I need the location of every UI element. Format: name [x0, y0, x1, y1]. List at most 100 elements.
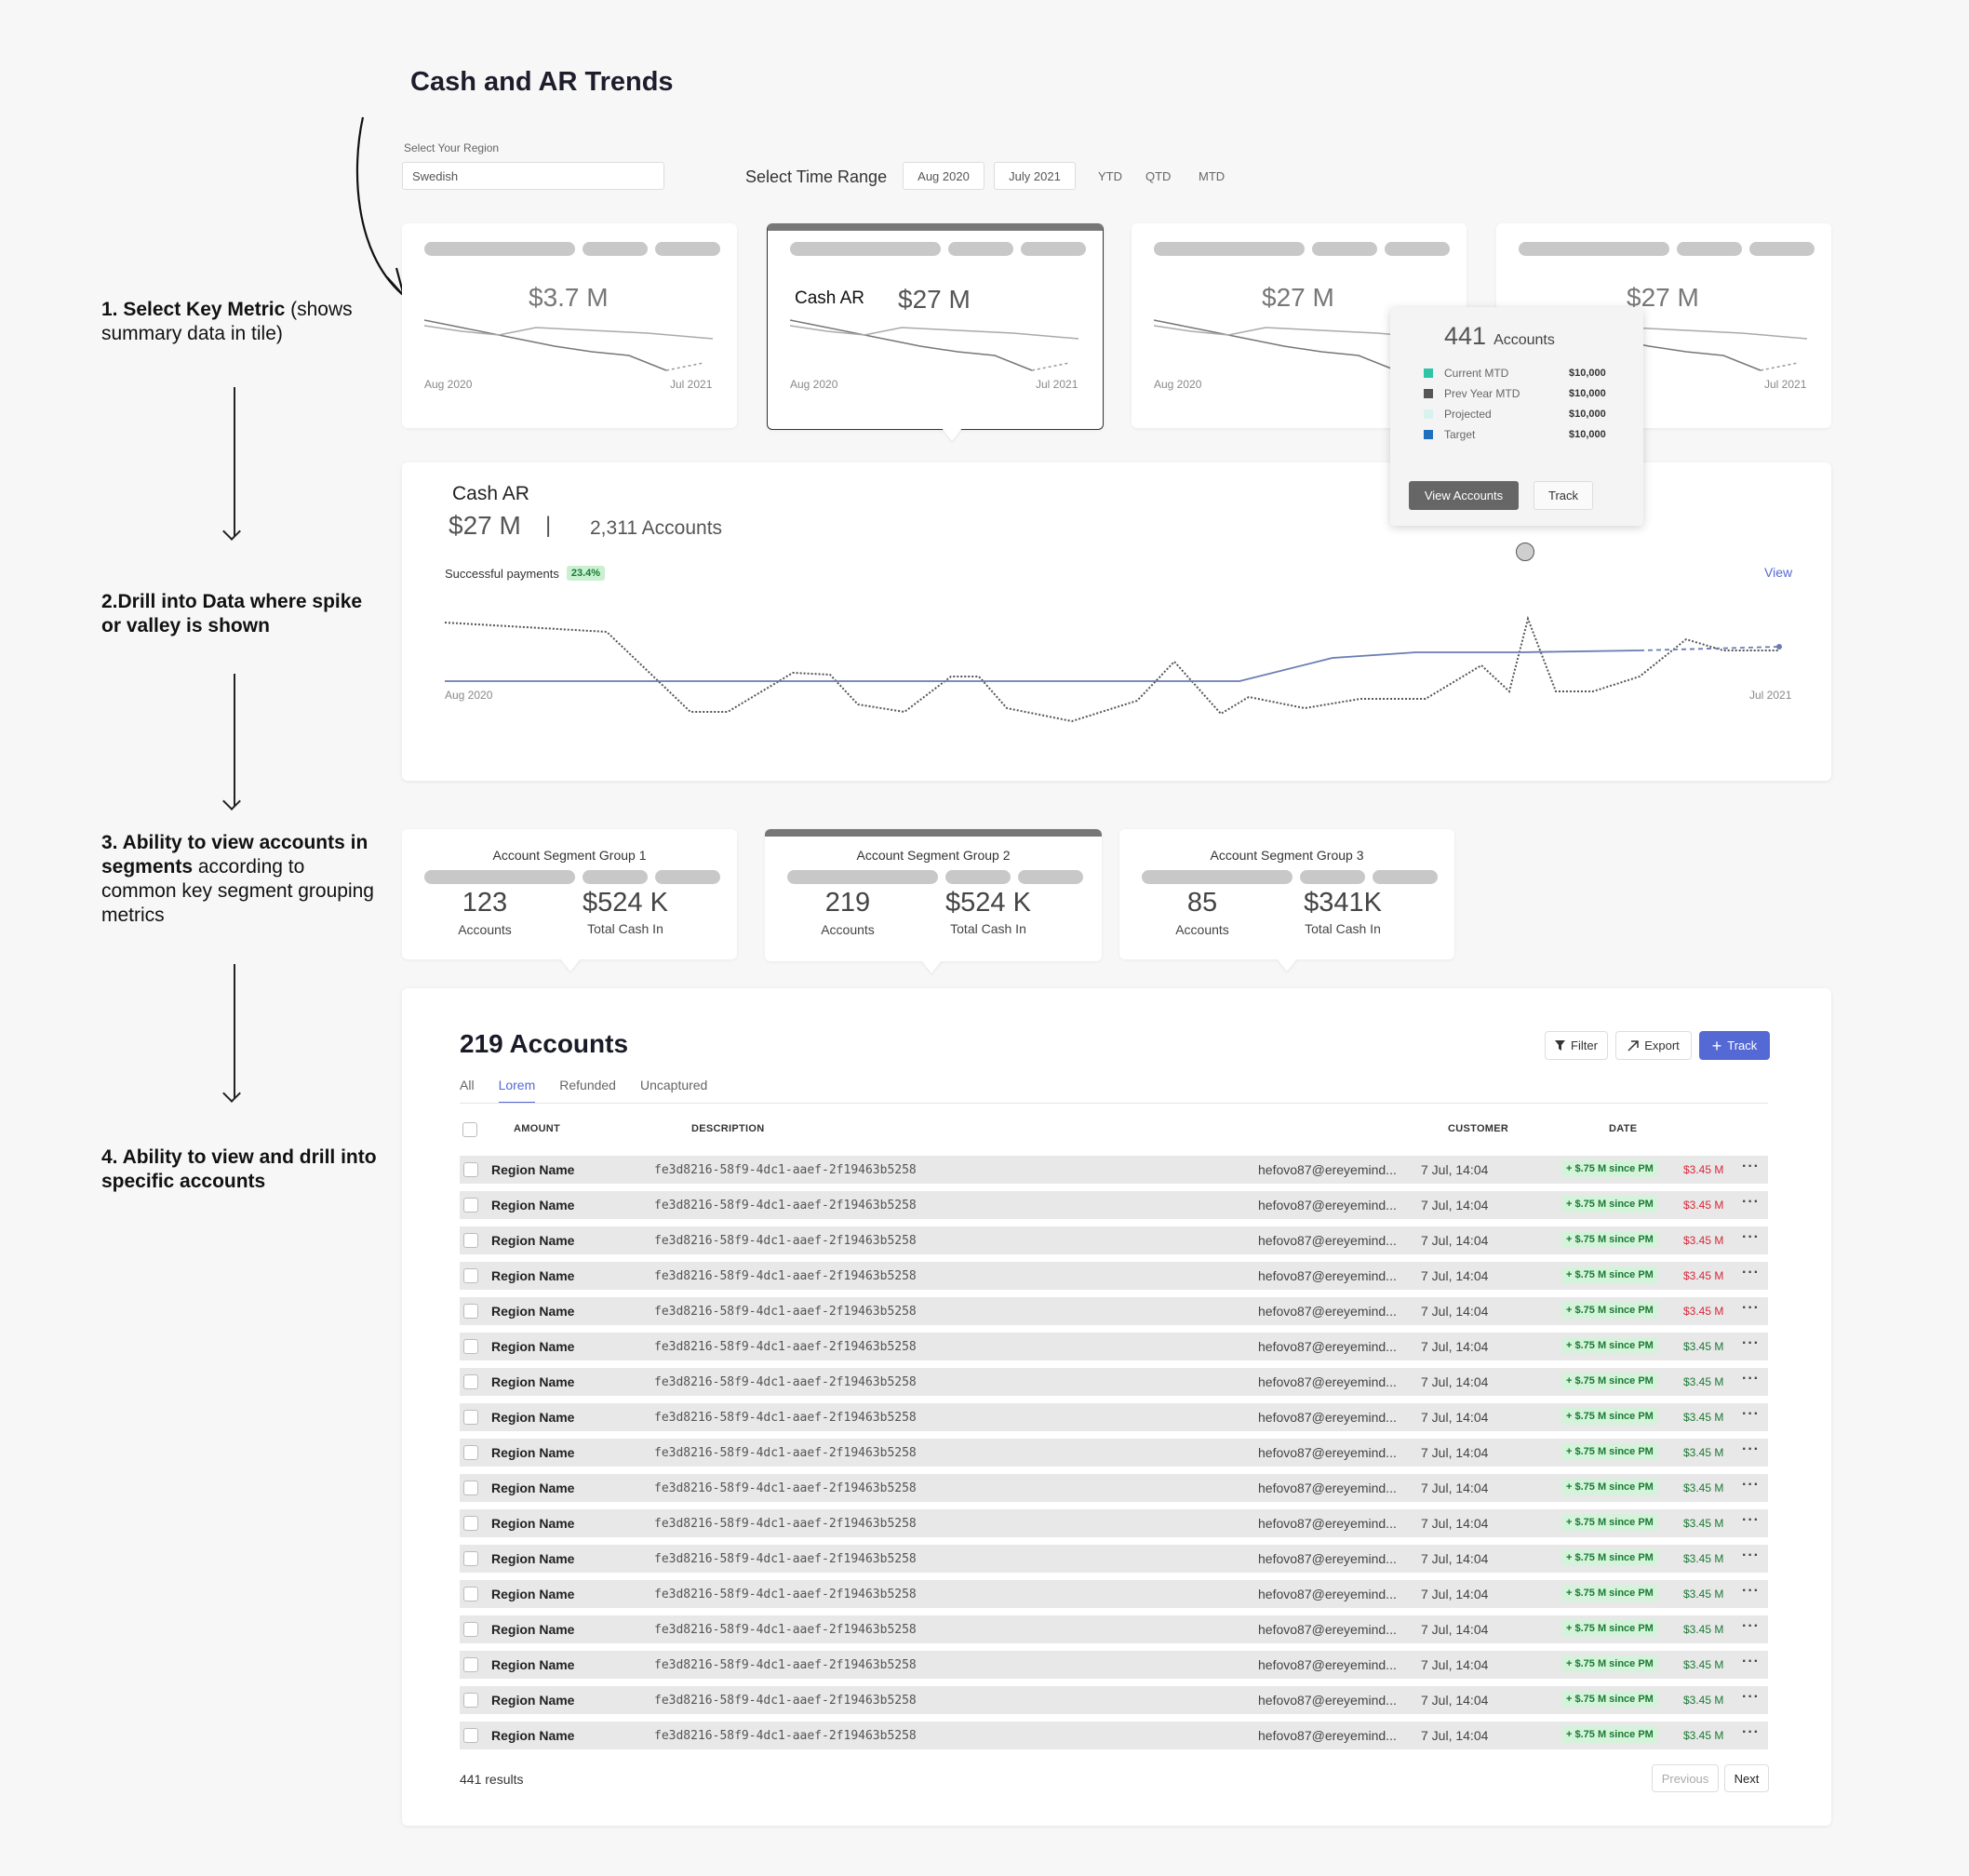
tab-refunded[interactable]: Refunded — [559, 1078, 616, 1092]
table-row[interactable]: Region Name fe3d8216-58f9-4dc1-aaef-2f194… — [460, 1615, 1768, 1643]
tab-all[interactable]: All — [460, 1078, 475, 1092]
chart-start-date: Aug 2020 — [445, 689, 493, 702]
table-row[interactable]: Region Name fe3d8216-58f9-4dc1-aaef-2f194… — [460, 1580, 1768, 1608]
row-description: fe3d8216-58f9-4dc1-aaef-2f19463b5258 — [654, 1729, 917, 1743]
track-button[interactable]: + Track — [1699, 1031, 1770, 1060]
export-button[interactable]: Export — [1615, 1031, 1692, 1060]
metric-badge: 23.4% — [566, 566, 606, 581]
row-checkbox[interactable] — [463, 1374, 478, 1389]
more-options-icon[interactable]: ··· — [1742, 1371, 1760, 1387]
row-checkbox[interactable] — [463, 1693, 478, 1708]
more-options-icon[interactable]: ··· — [1742, 1265, 1760, 1280]
view-link[interactable]: View — [1764, 565, 1793, 580]
row-checkbox[interactable] — [463, 1622, 478, 1637]
metric-tile-1[interactable]: $3.7 M Aug 2020 Jul 2021 — [402, 223, 737, 428]
popover-row-label: Prev Year MTD — [1444, 387, 1520, 400]
more-options-icon[interactable]: ··· — [1742, 1512, 1760, 1528]
row-checkbox[interactable] — [463, 1198, 478, 1213]
row-region-name: Region Name — [491, 1198, 575, 1213]
table-row[interactable]: Region Name fe3d8216-58f9-4dc1-aaef-2f194… — [460, 1686, 1768, 1714]
table-row[interactable]: Region Name fe3d8216-58f9-4dc1-aaef-2f194… — [460, 1333, 1768, 1360]
column-header-date[interactable]: DATE — [1609, 1123, 1638, 1134]
spike-marker[interactable] — [1516, 543, 1534, 561]
table-row[interactable]: Region Name fe3d8216-58f9-4dc1-aaef-2f194… — [460, 1191, 1768, 1219]
row-checkbox[interactable] — [463, 1657, 478, 1672]
segment-card-3[interactable]: Account Segment Group 3 85 Accounts $341… — [1119, 829, 1454, 959]
row-checkbox[interactable] — [463, 1268, 478, 1283]
table-row[interactable]: Region Name fe3d8216-58f9-4dc1-aaef-2f194… — [460, 1722, 1768, 1749]
view-accounts-button[interactable]: View Accounts — [1409, 481, 1519, 510]
row-checkbox[interactable] — [463, 1339, 478, 1354]
tile-pointer — [942, 428, 962, 441]
tab-lorem[interactable]: Lorem — [498, 1078, 536, 1104]
row-region-name: Region Name — [491, 1728, 575, 1743]
table-row[interactable]: Region Name fe3d8216-58f9-4dc1-aaef-2f194… — [460, 1439, 1768, 1467]
row-checkbox[interactable] — [463, 1516, 478, 1531]
more-options-icon[interactable]: ··· — [1742, 1654, 1760, 1669]
row-description: fe3d8216-58f9-4dc1-aaef-2f19463b5258 — [654, 1481, 917, 1495]
row-checkbox[interactable] — [463, 1551, 478, 1566]
table-row[interactable]: Region Name fe3d8216-58f9-4dc1-aaef-2f194… — [460, 1368, 1768, 1396]
more-options-icon[interactable]: ··· — [1742, 1548, 1760, 1563]
table-row[interactable]: Region Name fe3d8216-58f9-4dc1-aaef-2f194… — [460, 1651, 1768, 1679]
row-date: 7 Jul, 14:04 — [1421, 1622, 1489, 1637]
more-options-icon[interactable]: ··· — [1742, 1583, 1760, 1599]
previous-page-button[interactable]: Previous — [1652, 1764, 1719, 1792]
more-options-icon[interactable]: ··· — [1742, 1194, 1760, 1210]
segment-card-1[interactable]: Account Segment Group 1 123 Accounts $52… — [402, 829, 737, 959]
table-row[interactable]: Region Name fe3d8216-58f9-4dc1-aaef-2f194… — [460, 1509, 1768, 1537]
quick-range-ytd[interactable]: YTD — [1098, 169, 1122, 183]
table-row[interactable]: Region Name fe3d8216-58f9-4dc1-aaef-2f194… — [460, 1474, 1768, 1502]
row-delta-badge: + $.75 M since PM — [1561, 1408, 1658, 1425]
more-options-icon[interactable]: ··· — [1742, 1441, 1760, 1457]
row-delta-badge: + $.75 M since PM — [1561, 1726, 1658, 1743]
table-row[interactable]: Region Name fe3d8216-58f9-4dc1-aaef-2f194… — [460, 1297, 1768, 1325]
more-options-icon[interactable]: ··· — [1742, 1159, 1760, 1174]
more-options-icon[interactable]: ··· — [1742, 1300, 1760, 1316]
row-delta-badge: + $.75 M since PM — [1561, 1655, 1658, 1672]
row-checkbox[interactable] — [463, 1233, 478, 1248]
row-region-name: Region Name — [491, 1551, 575, 1566]
tab-uncaptured[interactable]: Uncaptured — [639, 1078, 708, 1092]
annotation-step-1: 1. Select Key Metric (shows summary data… — [101, 298, 381, 346]
quick-range-mtd[interactable]: MTD — [1199, 169, 1226, 183]
row-checkbox[interactable] — [463, 1445, 478, 1460]
more-options-icon[interactable]: ··· — [1742, 1229, 1760, 1245]
column-header-description[interactable]: DESCRIPTION — [691, 1123, 765, 1134]
start-date-input[interactable]: Aug 2020 — [903, 162, 984, 190]
table-row[interactable]: Region Name fe3d8216-58f9-4dc1-aaef-2f194… — [460, 1262, 1768, 1290]
row-customer: hefovo87@ereyemind... — [1258, 1657, 1397, 1672]
row-date: 7 Jul, 14:04 — [1421, 1198, 1489, 1213]
more-options-icon[interactable]: ··· — [1742, 1618, 1760, 1634]
column-header-amount[interactable]: AMOUNT — [514, 1123, 561, 1134]
select-all-checkbox[interactable] — [462, 1122, 477, 1137]
metric-tile-2[interactable]: Cash AR $27 M Aug 2020 Jul 2021 — [767, 223, 1104, 430]
row-checkbox[interactable] — [463, 1162, 478, 1177]
filter-button[interactable]: Filter — [1545, 1031, 1608, 1060]
row-amount: $3.45 M — [1683, 1623, 1724, 1636]
row-checkbox[interactable] — [463, 1481, 478, 1495]
table-row[interactable]: Region Name fe3d8216-58f9-4dc1-aaef-2f194… — [460, 1226, 1768, 1254]
row-checkbox[interactable] — [463, 1304, 478, 1319]
more-options-icon[interactable]: ··· — [1742, 1406, 1760, 1422]
more-options-icon[interactable]: ··· — [1742, 1724, 1760, 1740]
table-row[interactable]: Region Name fe3d8216-58f9-4dc1-aaef-2f194… — [460, 1156, 1768, 1184]
quick-range-qtd[interactable]: QTD — [1145, 169, 1172, 183]
more-options-icon[interactable]: ··· — [1742, 1335, 1760, 1351]
row-checkbox[interactable] — [463, 1587, 478, 1601]
legend-swatch — [1424, 389, 1433, 398]
popover-track-button[interactable]: Track — [1534, 481, 1593, 510]
table-row[interactable]: Region Name fe3d8216-58f9-4dc1-aaef-2f194… — [460, 1545, 1768, 1573]
more-options-icon[interactable]: ··· — [1742, 1689, 1760, 1705]
tile-sparkline — [790, 319, 1078, 371]
end-date-input[interactable]: July 2021 — [994, 162, 1076, 190]
table-row[interactable]: Region Name fe3d8216-58f9-4dc1-aaef-2f194… — [460, 1403, 1768, 1431]
more-options-icon[interactable]: ··· — [1742, 1477, 1760, 1493]
next-page-button[interactable]: Next — [1724, 1764, 1769, 1792]
segment-card-2[interactable]: Account Segment Group 2 219 Accounts $52… — [765, 829, 1102, 961]
time-range-label: Select Time Range — [745, 168, 888, 186]
row-checkbox[interactable] — [463, 1728, 478, 1743]
region-select[interactable]: Swedish — [402, 162, 664, 190]
row-checkbox[interactable] — [463, 1410, 478, 1425]
column-header-customer[interactable]: CUSTOMER — [1448, 1123, 1509, 1134]
